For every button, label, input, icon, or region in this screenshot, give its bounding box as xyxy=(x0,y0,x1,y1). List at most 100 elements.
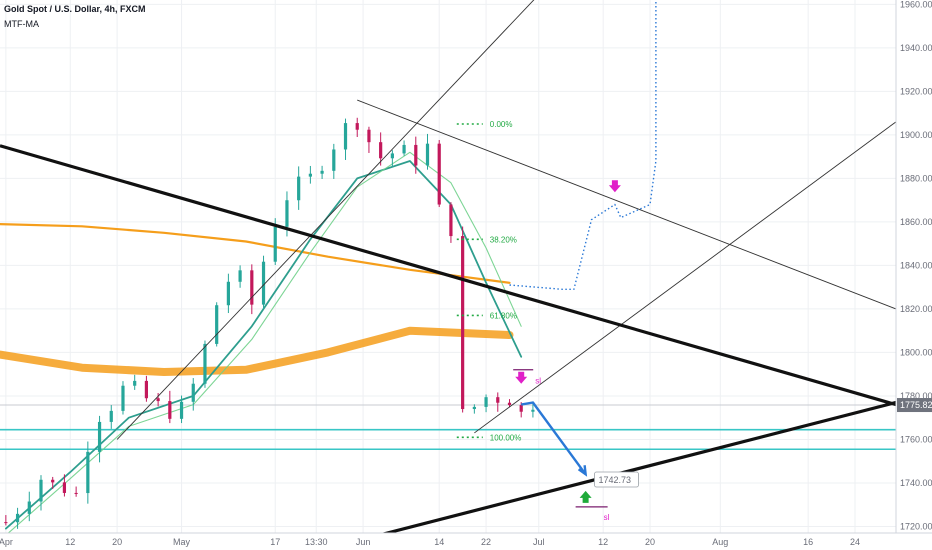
x-tick-label: 16 xyxy=(803,537,813,547)
candle-body xyxy=(15,513,20,523)
candle-body xyxy=(379,142,383,159)
fib-level-label: 38.20% xyxy=(490,235,517,244)
signal-markers: sl sl xyxy=(513,180,621,522)
y-tick-label: 1840.00 xyxy=(900,260,932,270)
trend-line xyxy=(0,144,897,407)
y-tick-label: 1960.00 xyxy=(900,0,932,9)
moving-average-line xyxy=(5,160,523,530)
candle-body xyxy=(179,401,184,419)
candle-body xyxy=(121,385,125,411)
candle-body xyxy=(109,410,113,422)
current-price-value: 1775.82 xyxy=(900,400,932,410)
x-tick-label: Jul xyxy=(533,537,545,547)
y-tick-label: 1820.00 xyxy=(900,304,932,314)
fib-level-label: 61.80% xyxy=(490,311,517,320)
candle-body xyxy=(414,144,418,166)
sell-arrow-icon xyxy=(608,180,621,193)
y-tick-label: 1900.00 xyxy=(900,130,932,140)
candle-body xyxy=(507,402,512,406)
x-tick-label: 22 xyxy=(481,537,491,547)
y-tick-label: 1720.00 xyxy=(900,521,932,531)
stop-loss-label: sl xyxy=(535,377,541,386)
y-tick-label: 1800.00 xyxy=(900,347,932,357)
price-label-text: 1742.73 xyxy=(598,475,631,485)
x-tick-label: 24 xyxy=(850,537,860,547)
stop-loss-label: sl xyxy=(604,513,610,522)
y-tick-label: 1940.00 xyxy=(900,43,932,53)
candle-body xyxy=(402,144,406,154)
moving-average-line xyxy=(0,223,511,284)
candle-body xyxy=(238,270,242,282)
candle-body xyxy=(74,492,78,494)
candle-body xyxy=(531,409,535,412)
channel-line xyxy=(116,0,535,440)
fibonacci-levels: 0.00% 38.20% 61.80% 100.00% xyxy=(456,120,522,442)
forecast-path xyxy=(509,0,657,290)
channel-line xyxy=(474,121,897,434)
candle-body xyxy=(437,143,441,205)
candle-body xyxy=(273,226,277,262)
candle-body xyxy=(51,479,55,483)
candle-body xyxy=(261,261,266,305)
candle-body xyxy=(425,143,430,166)
candle-body xyxy=(133,380,137,386)
candle-body xyxy=(355,123,359,130)
moving-average-line xyxy=(0,326,514,376)
y-tick-label: 1920.00 xyxy=(900,86,932,96)
candle-body xyxy=(39,479,43,502)
candle-body xyxy=(390,153,394,159)
x-tick-label: 20 xyxy=(645,537,655,547)
moving-average-line xyxy=(5,151,522,536)
x-tick-label: 12 xyxy=(65,537,75,547)
sell-arrow-icon xyxy=(515,371,528,384)
grid xyxy=(0,0,896,533)
candle-body xyxy=(519,405,523,412)
chart-title: Gold Spot / U.S. Dollar, 4h, FXCM xyxy=(4,4,146,14)
x-tick-label: 12 xyxy=(598,537,608,547)
candle-body xyxy=(156,398,160,402)
candle-body xyxy=(250,270,254,305)
y-tick-label: 1740.00 xyxy=(900,478,932,488)
forecast-arrowhead xyxy=(577,465,588,477)
fib-level-label: 0.00% xyxy=(490,120,513,129)
candle-body xyxy=(285,200,289,227)
candle-body xyxy=(320,170,324,174)
x-tick-label: 14 xyxy=(434,537,444,547)
candles xyxy=(4,117,535,529)
x-tick-label: Aug xyxy=(712,537,728,547)
candle-body xyxy=(472,406,476,410)
x-tick-label: Apr xyxy=(0,537,13,547)
y-tick-label: 1860.00 xyxy=(900,217,932,227)
y-tick-label: 1760.00 xyxy=(900,434,932,444)
candle-body xyxy=(4,522,8,524)
trend-drawings: 1742.73 xyxy=(0,0,897,550)
x-tick-label: 13:30 xyxy=(305,537,328,547)
moving-averages xyxy=(0,151,523,536)
channel-line xyxy=(357,99,897,310)
candle-body xyxy=(449,204,453,237)
time-axis-bg xyxy=(0,533,932,550)
current-price-tag xyxy=(897,398,932,413)
candle-body xyxy=(484,397,488,407)
candle-body xyxy=(308,173,312,177)
candle-body xyxy=(343,123,348,150)
x-tick-label: Jun xyxy=(356,537,371,547)
indicator-label: MTF-MA xyxy=(4,19,39,29)
x-tick-label: May xyxy=(173,537,191,547)
x-tick-label: 17 xyxy=(270,537,280,547)
fib-level-label: 100.00% xyxy=(490,433,522,442)
candle-body xyxy=(203,343,207,384)
candle-body xyxy=(461,236,465,410)
horizontal-lines xyxy=(0,404,896,451)
candle-body xyxy=(144,380,149,399)
candle-body xyxy=(27,501,31,514)
y-tick-label: 1780.00 xyxy=(900,391,932,401)
candle-body xyxy=(226,281,230,306)
candle-body xyxy=(86,451,90,494)
forecast-path xyxy=(520,401,587,476)
candle-body xyxy=(332,149,336,171)
price-axis-bg xyxy=(896,0,932,550)
